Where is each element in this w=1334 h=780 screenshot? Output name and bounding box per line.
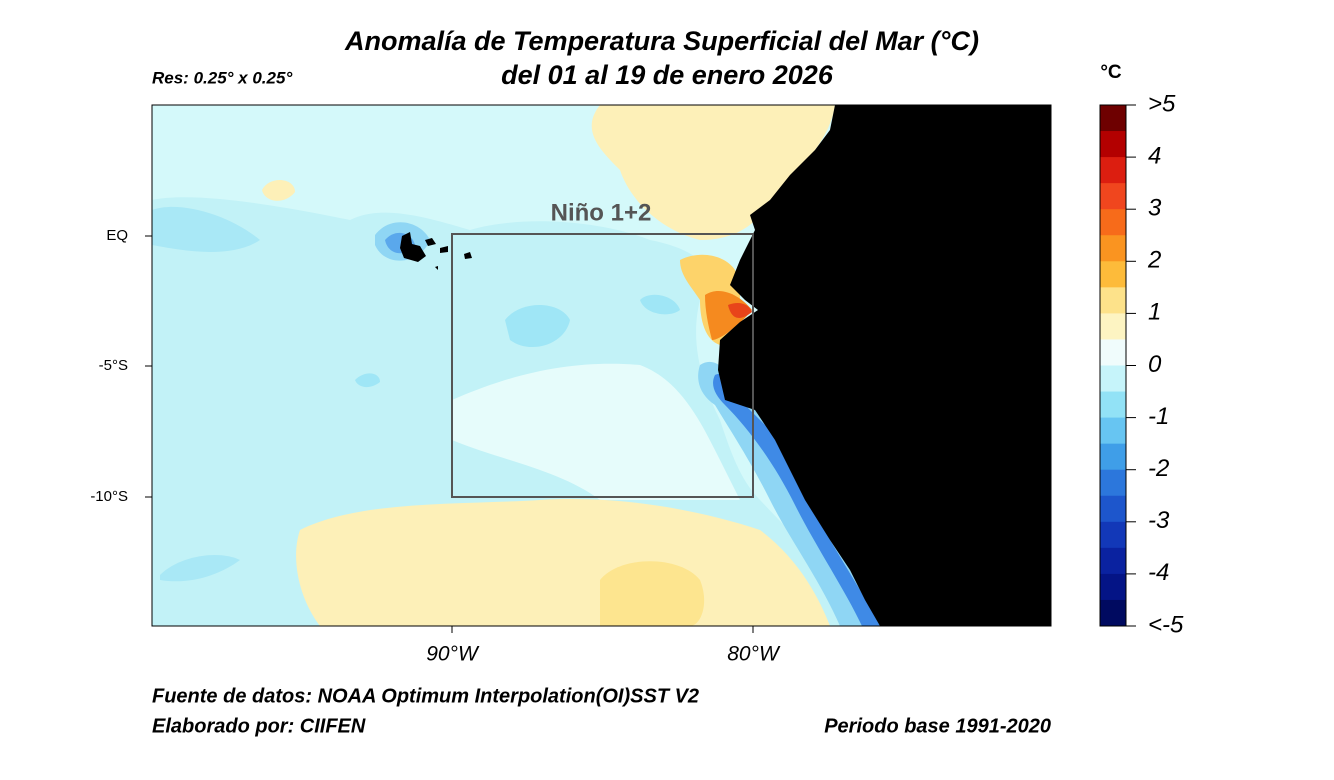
colorbar-label: 1	[1148, 299, 1161, 326]
colorbar-label: 2	[1147, 247, 1161, 274]
resolution: Res: 0.25° x 0.25°	[152, 68, 292, 87]
land	[718, 105, 1051, 626]
x-tick-label: 90°W	[426, 643, 480, 666]
anomaly-zone	[355, 373, 380, 388]
colorbar-step	[1100, 235, 1126, 262]
axes: EQ -5°S -10°S 90°W 80°W	[90, 227, 781, 666]
colorbar-step	[1100, 417, 1126, 445]
source: Fuente de datos: NOAA Optimum Interpolat…	[152, 685, 699, 707]
colorbar: >5 4 3 2 1 0 -1 -2 -3 -4 <-5	[1099, 90, 1184, 638]
colorbar-label: -3	[1148, 507, 1170, 534]
colorbar-label: >5	[1148, 90, 1176, 117]
colorbar-step	[1100, 287, 1126, 314]
colorbar-label: 4	[1148, 142, 1161, 169]
colorbar-step	[1100, 469, 1126, 497]
anomaly-zone	[591, 105, 835, 240]
author: Elaborado por: CIIFEN	[152, 715, 366, 737]
colorbar-step	[1100, 209, 1126, 236]
anomaly-zone	[600, 561, 705, 626]
colorbar-step	[1100, 599, 1126, 627]
island	[400, 232, 426, 262]
colorbar-step	[1100, 521, 1126, 549]
colorbar-step	[1100, 365, 1126, 393]
anomaly-zone	[262, 180, 295, 201]
y-tick-label: EQ	[106, 227, 128, 244]
colorbar-label: -4	[1148, 559, 1169, 586]
colorbar-label: 0	[1148, 351, 1162, 378]
colorbar-step	[1100, 339, 1126, 366]
colorbar-step	[1100, 443, 1126, 471]
anomaly-zone	[728, 302, 752, 318]
anomaly-zone	[505, 305, 570, 348]
colorbar-step	[1100, 313, 1126, 340]
colorbar-step	[1100, 495, 1126, 523]
colorbar-step	[1100, 157, 1126, 184]
colorbar-step	[1100, 183, 1126, 210]
colorbar-step	[1100, 547, 1126, 575]
colorbar-label: -2	[1148, 455, 1169, 482]
nino-region	[451, 233, 754, 498]
colorbar-unit: °C	[1100, 62, 1122, 83]
y-tick-label: -10°S	[90, 488, 128, 505]
anomaly-zone	[452, 363, 740, 500]
colorbar-step	[1100, 131, 1126, 158]
colorbar-step	[1100, 105, 1126, 132]
colorbar-step	[1100, 573, 1126, 601]
y-tick-label: -5°S	[99, 357, 128, 374]
colorbar-step	[1100, 391, 1126, 419]
colorbar-step	[1100, 261, 1126, 288]
colorbar-label: <-5	[1148, 611, 1184, 638]
anomaly-zone	[640, 294, 680, 315]
map	[152, 105, 1051, 626]
anomaly-zone	[152, 206, 260, 252]
x-tick-label: 80°W	[727, 643, 781, 666]
anomaly-zone	[160, 555, 240, 582]
anomaly-zone	[713, 374, 880, 626]
title: Anomalía de Temperatura Superficial del …	[344, 26, 979, 56]
subtitle: del 01 al 19 de enero 2026	[501, 60, 834, 90]
base-period: Periodo base 1991-2020	[824, 715, 1051, 737]
colorbar-label: 3	[1148, 195, 1162, 222]
region-label: Niño 1+2	[551, 199, 652, 226]
colorbar-label: -1	[1148, 403, 1169, 430]
island	[425, 238, 472, 270]
